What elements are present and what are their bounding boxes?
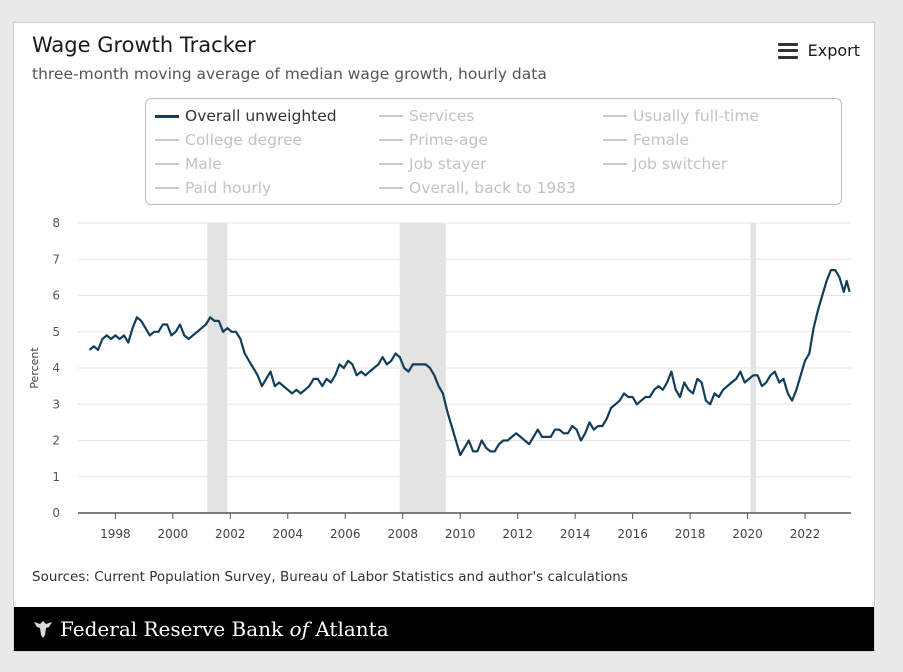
x-tick-label: 2016 — [617, 527, 648, 541]
legend-item-job-stayer[interactable]: Job stayer — [379, 155, 487, 173]
x-tick-label: 2020 — [732, 527, 763, 541]
legend-label: Overall, back to 1983 — [409, 179, 576, 197]
legend-item-male[interactable]: Male — [155, 155, 222, 173]
source-note: Sources: Current Population Survey, Bure… — [32, 569, 628, 585]
x-tick-label: 2012 — [502, 527, 533, 541]
eagle-logo-icon — [34, 621, 52, 638]
legend-item-overall-back-to-1983[interactable]: Overall, back to 1983 — [379, 179, 576, 197]
x-tick-label: 2010 — [445, 527, 476, 541]
legend-item-paid-hourly[interactable]: Paid hourly — [155, 179, 271, 197]
chart-title: Wage Growth Tracker — [32, 33, 256, 57]
legend-label: Female — [633, 131, 690, 149]
y-tick-label: 7 — [52, 252, 60, 266]
legend-swatch — [603, 139, 627, 141]
legend-swatch — [155, 163, 179, 165]
legend-item-college-degree[interactable]: College degree — [155, 131, 302, 149]
legend-label: Job stayer — [409, 155, 487, 173]
x-tick-label: 2006 — [330, 527, 361, 541]
y-tick-label: 3 — [52, 397, 60, 411]
y-tick-label: 2 — [52, 434, 60, 448]
axis-layer: 0 1 2 3 4 5 6 7 8 1998 2000 2002 2004 2006 2008 2010 201… — [52, 216, 851, 541]
legend-swatch — [155, 139, 179, 141]
legend-item-overall-unweighted[interactable]: Overall unweighted — [155, 107, 337, 125]
legend-label: Paid hourly — [185, 179, 272, 197]
y-tick-label: 0 — [52, 506, 60, 520]
chart-legend: Overall unweighted Services Usually full… — [145, 98, 842, 205]
x-tick-label: 2000 — [158, 527, 189, 541]
y-tick-label: 4 — [52, 361, 60, 375]
grid-layer — [78, 222, 851, 478]
y-tick-label: 1 — [52, 470, 60, 484]
legend-label: Overall unweighted — [185, 107, 337, 125]
series-line-overall-unweighted — [88, 269, 851, 457]
legend-swatch — [603, 115, 627, 117]
x-tick-label: 2002 — [215, 527, 246, 541]
legend-label: Prime-age — [409, 131, 488, 149]
y-axis-label: Percent — [28, 347, 41, 389]
x-tick-label: 1998 — [100, 527, 131, 541]
legend-swatch — [155, 114, 179, 118]
series-layer — [88, 269, 851, 457]
legend-swatch — [603, 163, 627, 165]
y-tick-label: 8 — [52, 216, 60, 230]
export-button[interactable]: Export — [777, 41, 860, 60]
y-tick-label: 5 — [52, 325, 60, 339]
chart-card: Wage Growth Tracker three-month moving a… — [13, 22, 875, 652]
legend-item-services[interactable]: Services — [379, 107, 474, 125]
legend-label: Services — [409, 107, 475, 125]
hamburger-menu-icon — [777, 42, 798, 59]
legend-item-usually-full-time[interactable]: Usually full-time — [603, 107, 759, 125]
legend-label: Usually full-time — [633, 107, 759, 125]
x-tick-label: 2018 — [675, 527, 706, 541]
legend-item-prime-age[interactable]: Prime-age — [379, 131, 488, 149]
x-tick-label: 2022 — [790, 527, 821, 541]
legend-swatch — [379, 139, 403, 141]
x-tick-label: 2014 — [560, 527, 591, 541]
legend-label: College degree — [185, 131, 303, 149]
legend-item-job-switcher[interactable]: Job switcher — [603, 155, 727, 173]
export-label: Export — [807, 41, 860, 60]
fed-atlanta-wordmark: Federal Reserve Bank of Atlanta — [60, 617, 389, 641]
chart-subtitle: three-month moving average of median wag… — [32, 65, 547, 83]
y-tick-label: 6 — [52, 289, 60, 303]
legend-label: Job switcher — [633, 155, 728, 173]
legend-swatch — [155, 187, 179, 189]
legend-swatch — [379, 187, 403, 189]
legend-swatch — [379, 163, 403, 165]
footer-bar: Federal Reserve Bank of Atlanta — [14, 607, 874, 651]
legend-item-female[interactable]: Female — [603, 131, 689, 149]
legend-label: Male — [185, 155, 222, 173]
legend-swatch — [379, 115, 403, 117]
x-tick-label: 2008 — [387, 527, 418, 541]
x-tick-label: 2004 — [272, 527, 303, 541]
